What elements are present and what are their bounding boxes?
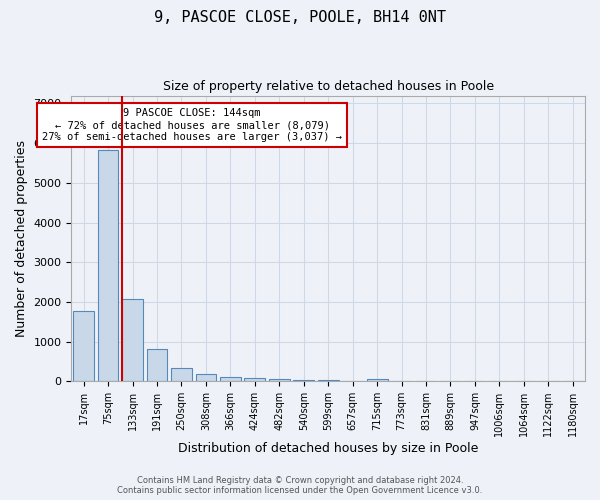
Bar: [367, 379, 388, 381]
X-axis label: Distribution of detached houses by size in Poole: Distribution of detached houses by size …: [178, 442, 478, 455]
Bar: [146, 348, 167, 381]
Bar: [269, 379, 290, 381]
Bar: [220, 377, 241, 381]
Bar: [244, 378, 265, 381]
Y-axis label: Number of detached properties: Number of detached properties: [15, 140, 28, 337]
Bar: [318, 380, 338, 381]
Text: Contains HM Land Registry data © Crown copyright and database right 2024.
Contai: Contains HM Land Registry data © Crown c…: [118, 476, 482, 495]
Bar: [98, 150, 118, 381]
Bar: [293, 380, 314, 381]
Bar: [342, 380, 363, 381]
Text: 9, PASCOE CLOSE, POOLE, BH14 0NT: 9, PASCOE CLOSE, POOLE, BH14 0NT: [154, 10, 446, 25]
Bar: [122, 298, 143, 381]
Bar: [73, 310, 94, 381]
Text: 9 PASCOE CLOSE: 144sqm
← 72% of detached houses are smaller (8,079)
27% of semi-: 9 PASCOE CLOSE: 144sqm ← 72% of detached…: [42, 108, 342, 142]
Title: Size of property relative to detached houses in Poole: Size of property relative to detached ho…: [163, 80, 494, 93]
Bar: [196, 374, 217, 381]
Bar: [171, 368, 192, 381]
